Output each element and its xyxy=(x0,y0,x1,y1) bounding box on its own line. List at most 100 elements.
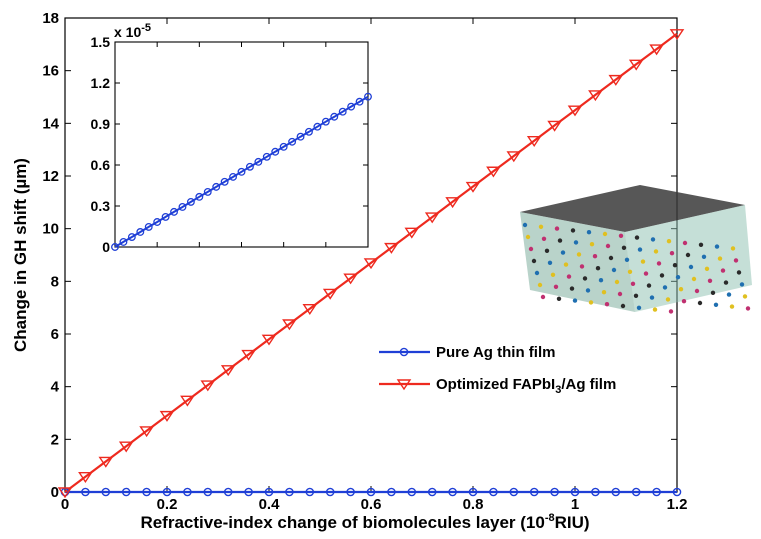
data-point xyxy=(445,197,460,209)
inset-data-point xyxy=(229,172,238,181)
lattice-atom xyxy=(707,278,713,283)
lattice-atom xyxy=(522,222,528,228)
data-point xyxy=(611,487,621,497)
lattice-atom xyxy=(618,233,624,238)
data-point xyxy=(608,74,624,86)
data-point xyxy=(404,227,420,239)
data-point xyxy=(486,166,501,178)
inset-data-point xyxy=(364,92,372,101)
inset-x-ticks xyxy=(114,42,369,247)
data-point xyxy=(649,44,664,56)
lattice-atom xyxy=(604,302,610,307)
lattice-atom xyxy=(557,238,563,243)
inset-data-point xyxy=(203,187,212,196)
inset-data-point xyxy=(245,162,254,171)
inset-data-point xyxy=(161,212,170,221)
lattice-atom xyxy=(614,279,620,285)
y-tick-label: 14 xyxy=(42,115,59,132)
lattice-atom xyxy=(675,275,681,280)
data-point xyxy=(366,487,376,497)
inset-data-point xyxy=(262,152,271,161)
inset-data-point xyxy=(321,117,330,126)
data-point xyxy=(142,487,151,497)
lattice-atom xyxy=(682,240,688,246)
inset-data-point xyxy=(305,127,313,136)
inset-data-point xyxy=(330,112,339,121)
lattice-atom xyxy=(538,224,544,229)
main-y-ticks: 0 2 4 6 8 10 12 14 16 18 xyxy=(42,10,677,501)
lattice-atom xyxy=(611,267,617,273)
data-point xyxy=(628,59,644,71)
lattice-atom xyxy=(640,259,646,264)
x-tick-label: 1 xyxy=(571,496,579,513)
lattice-atom xyxy=(576,252,582,257)
lattice-atom xyxy=(595,266,601,271)
series-fapbi3-ag-markers xyxy=(57,29,685,499)
main-x-ticks: 0 0.2 0.4 0.6 0.8 1 1.2 xyxy=(61,18,687,513)
data-point xyxy=(529,487,539,497)
lattice-atom xyxy=(691,276,697,282)
lattice-atom xyxy=(556,296,562,301)
y-tick-label: 6 xyxy=(51,326,59,343)
data-point xyxy=(264,487,274,497)
inset-data-point xyxy=(186,197,195,206)
lattice-atom xyxy=(592,254,598,259)
lattice-atom xyxy=(588,300,594,305)
lattice-atom xyxy=(566,274,572,279)
legend-label-fapbi3-ag: Optimized FAPbI3/Ag film xyxy=(436,376,616,396)
lattice-atom xyxy=(569,286,575,291)
lattice-atom xyxy=(617,291,623,297)
lattice-atom xyxy=(714,244,720,249)
lattice-atom xyxy=(634,235,640,240)
data-point xyxy=(631,487,641,497)
lattice-atom xyxy=(729,304,735,309)
data-point xyxy=(241,349,256,361)
data-point xyxy=(407,487,417,497)
inset-data-point xyxy=(355,97,364,106)
y-tick-label: 8 xyxy=(51,273,59,290)
data-point xyxy=(547,120,562,132)
lattice-atom xyxy=(633,293,639,298)
lattice-atom xyxy=(579,264,585,269)
lattice-atom xyxy=(563,262,569,267)
x-tick-label: 0.6 xyxy=(361,496,382,513)
legend: Pure Ag thin film Optimized FAPbI3/Ag fi… xyxy=(379,344,616,396)
lattice-atom xyxy=(736,270,742,275)
lattice-atom xyxy=(723,280,729,285)
inset-series-pure-ag-markers xyxy=(111,92,372,251)
lattice-atom xyxy=(528,246,534,252)
inset-data-point xyxy=(195,192,204,201)
data-point xyxy=(121,487,131,497)
inset-data-point xyxy=(144,222,153,231)
lattice-atom xyxy=(697,300,703,306)
data-point xyxy=(506,151,522,163)
data-point xyxy=(98,456,114,468)
data-point xyxy=(509,487,519,497)
inset-y-tick-label: 0.9 xyxy=(91,116,111,132)
y-tick-label: 16 xyxy=(42,63,59,80)
data-point xyxy=(468,487,478,497)
data-point xyxy=(424,212,440,224)
y-tick-label: 12 xyxy=(42,168,59,185)
data-point xyxy=(465,181,481,193)
y-tick-label: 18 xyxy=(42,10,59,27)
lattice-atom xyxy=(553,284,559,289)
inset-y-ticks: 0 0.3 0.6 0.9 1.2 1.5 xyxy=(91,34,368,255)
data-point xyxy=(118,441,134,453)
x-tick-label: 0.8 xyxy=(463,496,484,513)
lattice-atom xyxy=(650,237,656,242)
lattice-atom xyxy=(653,249,659,254)
data-point xyxy=(570,487,580,497)
data-point xyxy=(183,487,192,497)
inset-y-tick-label: 0.6 xyxy=(91,157,111,173)
data-point xyxy=(669,29,685,41)
lattice-atom xyxy=(605,243,611,249)
data-point xyxy=(588,90,603,102)
inset-data-point xyxy=(212,182,221,191)
data-point xyxy=(526,136,542,147)
lattice-atom xyxy=(585,288,591,293)
lattice-atom xyxy=(627,269,633,274)
data-point xyxy=(162,487,172,497)
data-point xyxy=(220,365,236,377)
y-tick-label: 2 xyxy=(51,431,59,448)
